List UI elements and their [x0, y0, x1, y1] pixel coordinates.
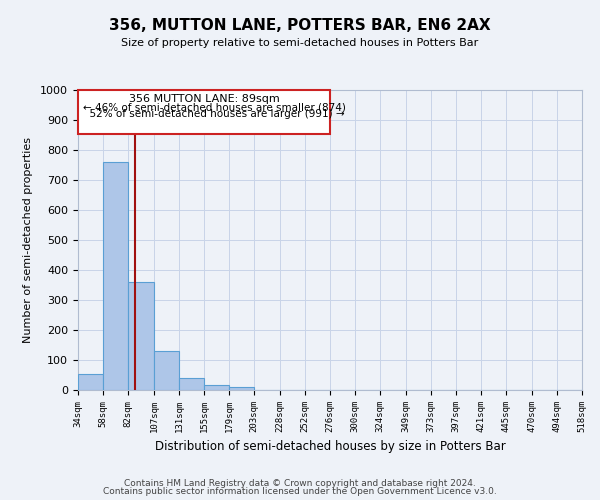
Text: 52% of semi-detached houses are larger (991) →: 52% of semi-detached houses are larger (… [83, 108, 345, 118]
FancyBboxPatch shape [78, 90, 330, 134]
Bar [179, 378, 204, 390]
Bar [204, 384, 229, 390]
Bar [229, 387, 254, 390]
Text: ← 46% of semi-detached houses are smaller (874): ← 46% of semi-detached houses are smalle… [83, 102, 346, 113]
Text: Size of property relative to semi-detached houses in Potters Bar: Size of property relative to semi-detach… [121, 38, 479, 48]
Bar [78, 374, 103, 390]
Text: 356 MUTTON LANE: 89sqm: 356 MUTTON LANE: 89sqm [128, 94, 280, 104]
Bar [103, 162, 128, 390]
Text: Contains public sector information licensed under the Open Government Licence v3: Contains public sector information licen… [103, 487, 497, 496]
Bar [128, 282, 154, 390]
Text: 356, MUTTON LANE, POTTERS BAR, EN6 2AX: 356, MUTTON LANE, POTTERS BAR, EN6 2AX [109, 18, 491, 32]
Text: Contains HM Land Registry data © Crown copyright and database right 2024.: Contains HM Land Registry data © Crown c… [124, 478, 476, 488]
Y-axis label: Number of semi-detached properties: Number of semi-detached properties [23, 137, 34, 343]
Bar [154, 351, 179, 390]
X-axis label: Distribution of semi-detached houses by size in Potters Bar: Distribution of semi-detached houses by … [155, 440, 505, 454]
